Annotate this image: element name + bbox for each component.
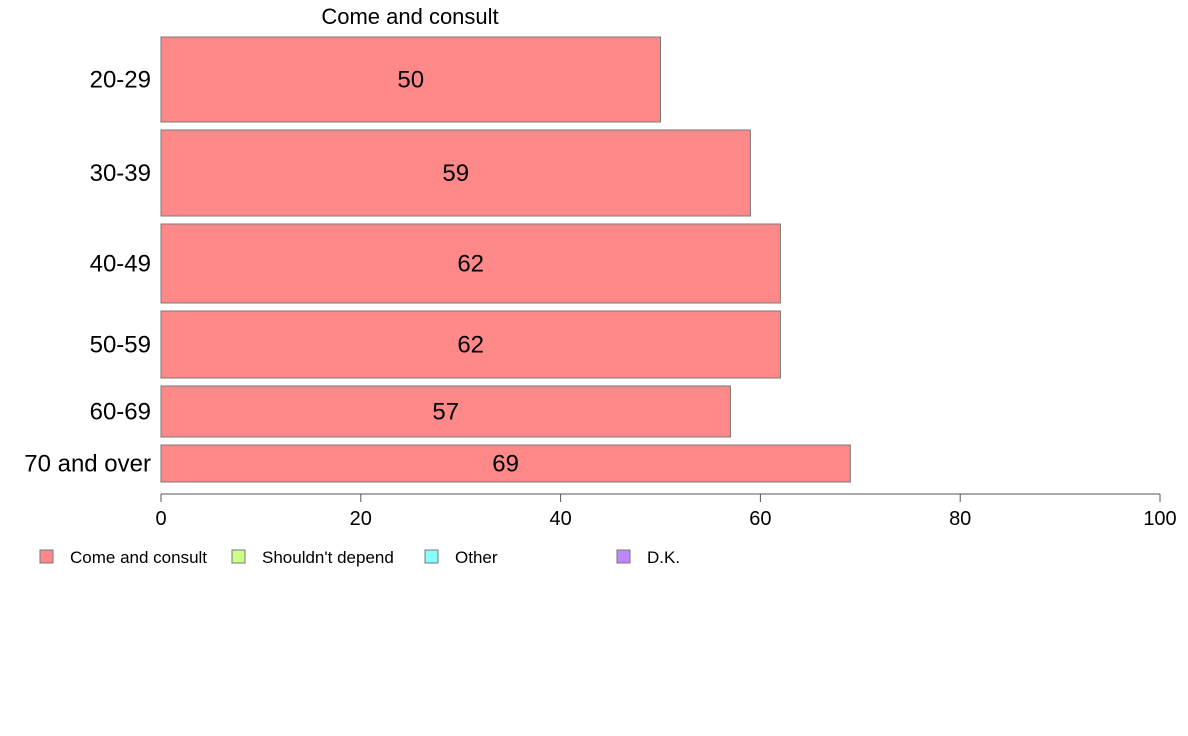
legend-label: Shouldn't depend bbox=[262, 548, 394, 567]
bar-value-label: 62 bbox=[457, 251, 484, 278]
legend-swatch bbox=[39, 549, 54, 564]
category-label: 50-59 bbox=[90, 332, 151, 359]
category-label: 70 and over bbox=[24, 451, 151, 478]
bar-value-label: 69 bbox=[492, 451, 519, 478]
legend-label: D.K. bbox=[647, 548, 680, 567]
bar-segment bbox=[160, 36, 661, 123]
category-label: 60-69 bbox=[90, 399, 151, 426]
bar-segment bbox=[160, 444, 851, 483]
legend-label: Other bbox=[455, 548, 498, 567]
legend: Come and consult Shouldn't depend Other D.K… bbox=[39, 548, 680, 567]
bar-segment bbox=[160, 385, 731, 438]
bar-value-label: 50 bbox=[397, 67, 424, 94]
column-header: Come and consult bbox=[321, 4, 498, 29]
legend-label: Come and consult bbox=[70, 548, 207, 567]
category-labels: 20-29 30-39 40-49 50-59 60-69 70 and over bbox=[24, 67, 151, 478]
bar-value-label: 62 bbox=[457, 332, 484, 359]
legend-swatch bbox=[424, 549, 439, 564]
bar-segment bbox=[160, 129, 751, 217]
category-label: 30-39 bbox=[90, 160, 151, 187]
x-tick-label: 80 bbox=[949, 508, 971, 530]
x-tick-label: 40 bbox=[549, 508, 571, 530]
bar-segment bbox=[160, 310, 781, 379]
legend-swatch bbox=[231, 549, 246, 564]
x-axis: 0 20 40 60 80 100 bbox=[155, 493, 1177, 530]
bars-layer: 50 59 62 62 57 69 bbox=[160, 36, 851, 483]
bar-segment bbox=[160, 223, 781, 304]
x-tick-label: 0 bbox=[155, 508, 166, 530]
bar-value-label: 59 bbox=[442, 160, 469, 187]
x-tick-label: 20 bbox=[350, 508, 372, 530]
x-tick-label: 60 bbox=[749, 508, 771, 530]
legend-swatch bbox=[616, 549, 631, 564]
bar-value-label: 57 bbox=[432, 399, 459, 426]
category-label: 40-49 bbox=[90, 251, 151, 278]
x-tick-label: 100 bbox=[1143, 508, 1176, 530]
category-label: 20-29 bbox=[90, 67, 151, 94]
